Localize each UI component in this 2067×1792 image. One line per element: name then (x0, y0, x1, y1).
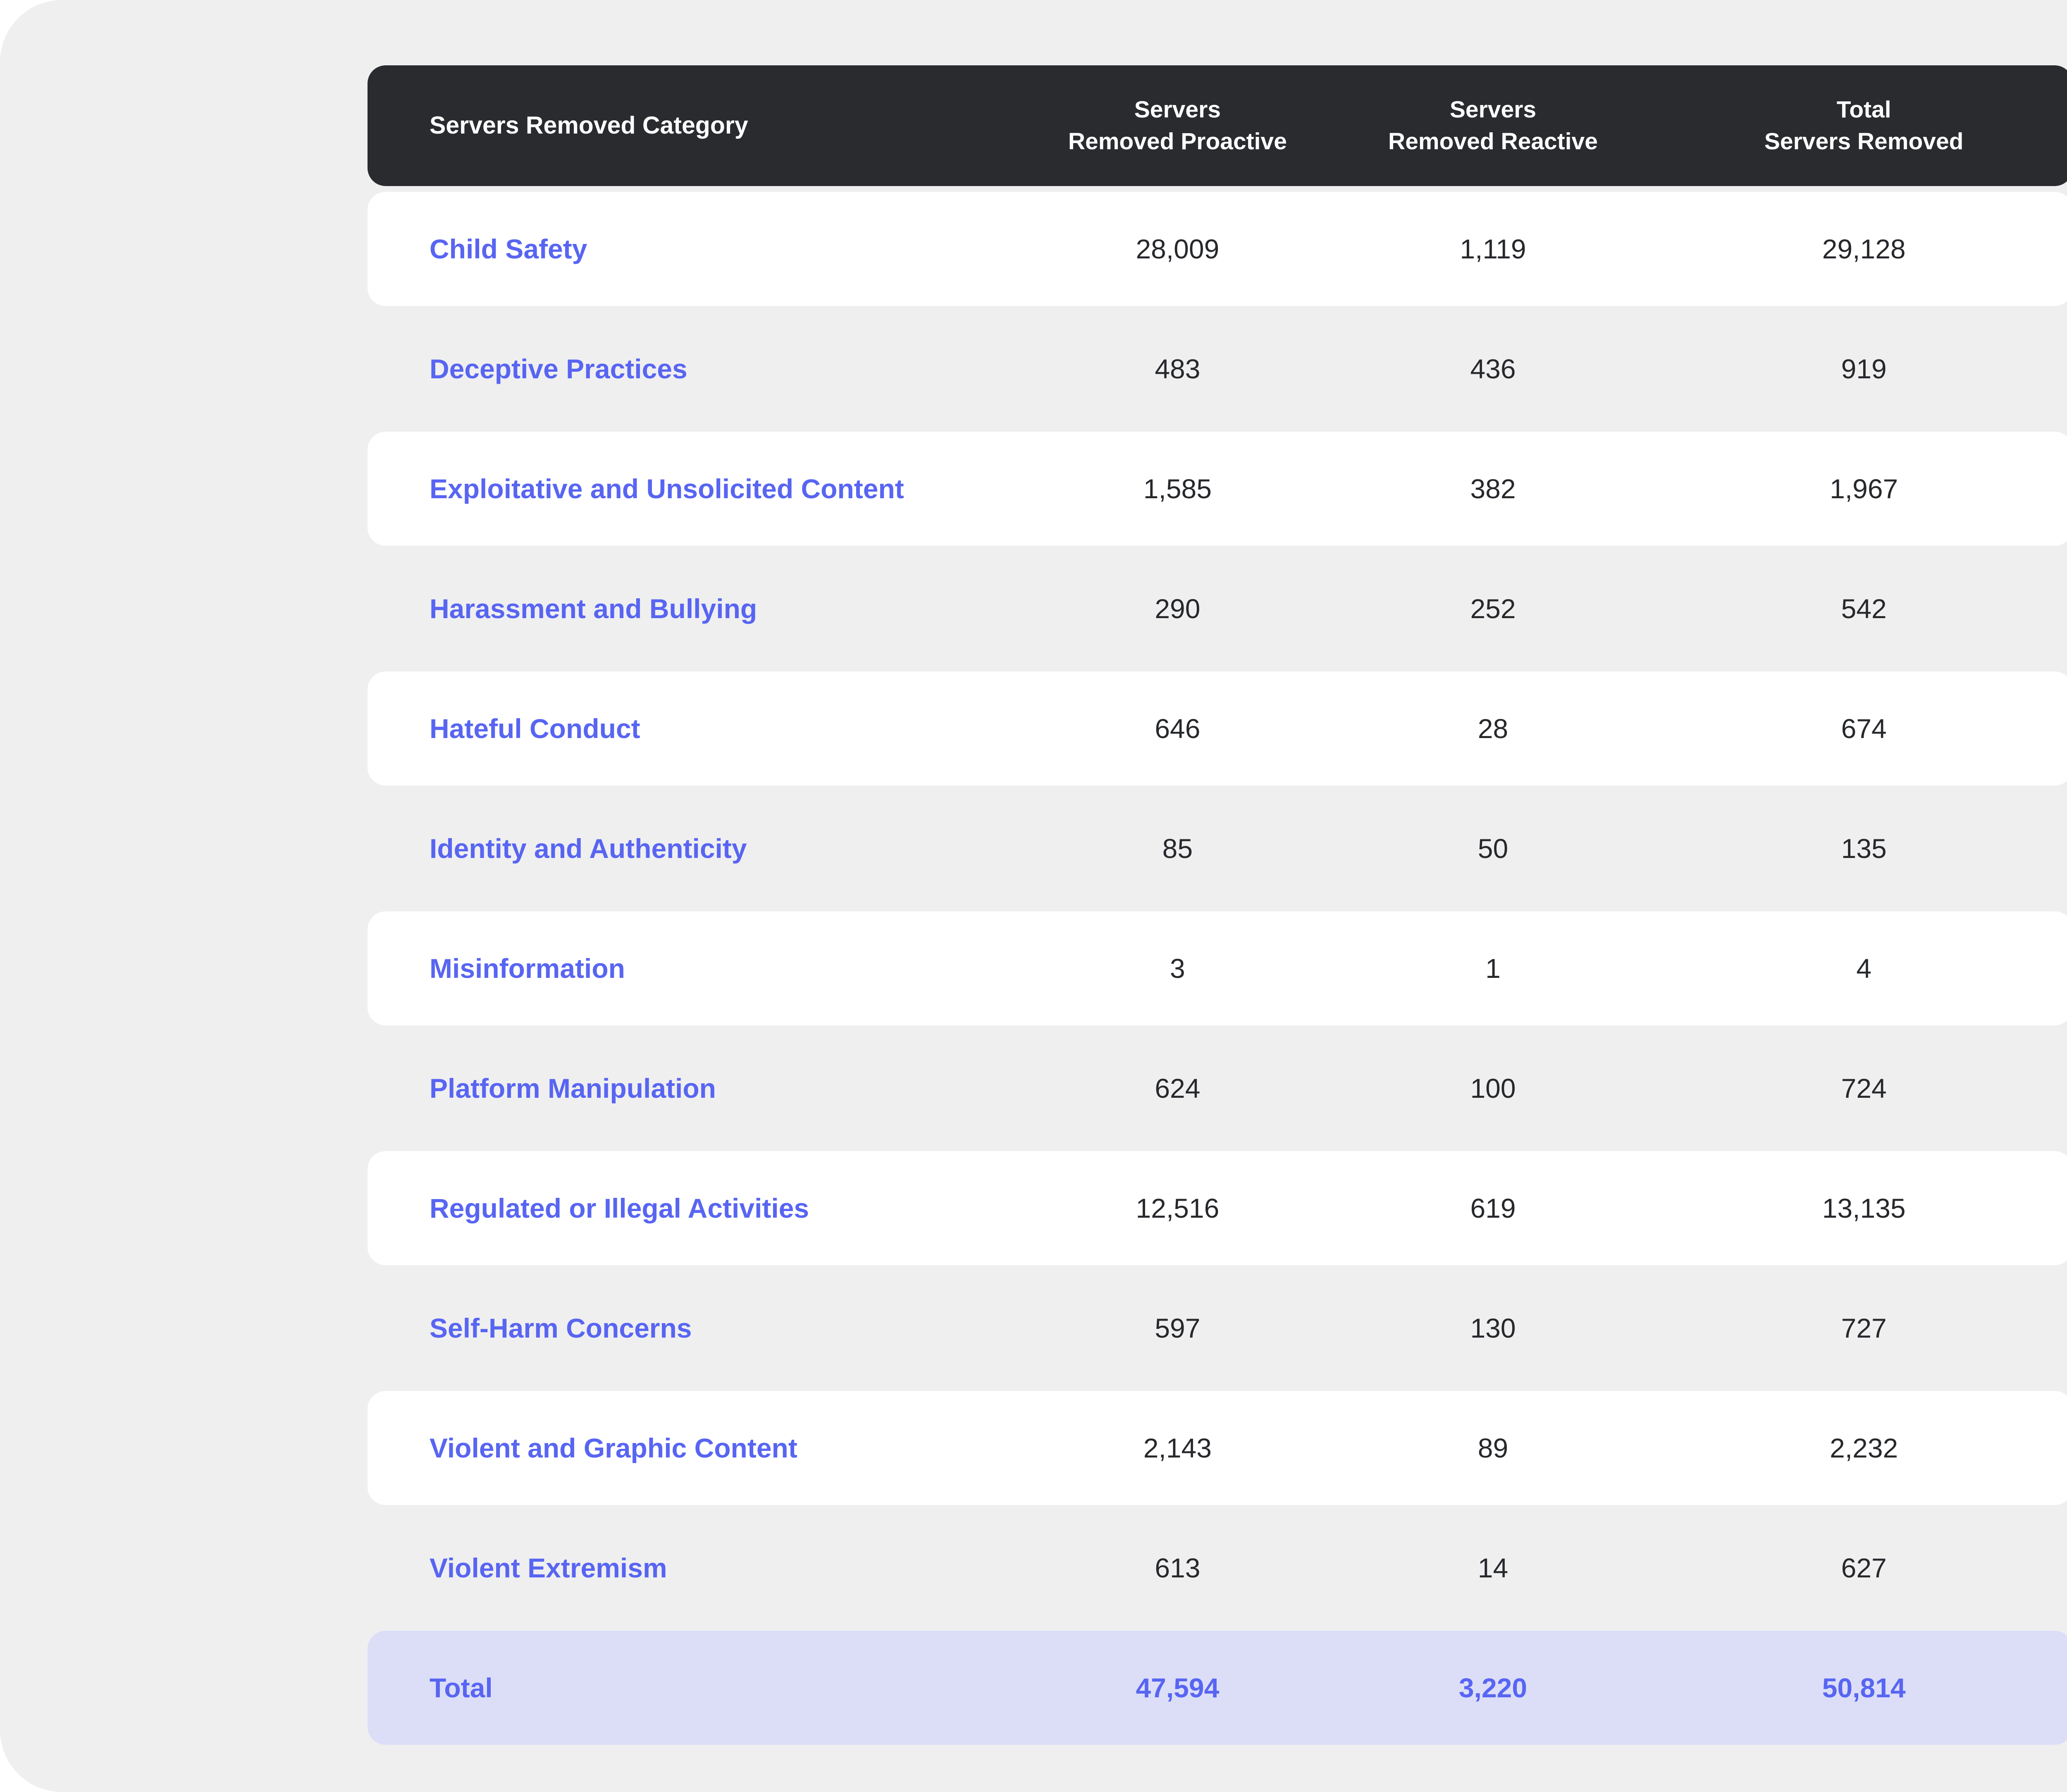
reactive-cell: 382 (1470, 473, 1516, 504)
header-proactive: Servers Removed Proactive (1068, 96, 1287, 155)
table-row: Violent and Graphic Content 2,143 89 2,2… (368, 1391, 2067, 1505)
reactive-cell: 130 (1470, 1313, 1516, 1343)
table-row: Violent Extremism 613 14 627 (368, 1511, 2067, 1625)
reactive-cell: 100 (1470, 1073, 1516, 1104)
category-cell[interactable]: Hateful Conduct (430, 713, 640, 744)
total-cell: 542 (1841, 593, 1887, 624)
reactive-cell: 252 (1470, 593, 1516, 624)
proactive-cell: 624 (1155, 1073, 1201, 1104)
reactive-cell: 89 (1477, 1433, 1508, 1463)
total-cell: 2,232 (1830, 1433, 1898, 1463)
reactive-cell: 50 (1477, 833, 1508, 864)
proactive-cell: 85 (1162, 833, 1193, 864)
total-cell: 135 (1841, 833, 1887, 864)
proactive-cell: 3 (1170, 953, 1185, 984)
category-cell[interactable]: Exploitative and Unsolicited Content (430, 473, 904, 504)
table-row: Hateful Conduct 646 28 674 (368, 671, 2067, 786)
servers-removed-table: Servers Removed Category Servers Removed… (368, 65, 2067, 1745)
category-cell[interactable]: Child Safety (430, 234, 587, 264)
table-row: Misinformation 3 1 4 (368, 911, 2067, 1025)
reactive-cell: 14 (1477, 1553, 1508, 1583)
table-row: Exploitative and Unsolicited Content 1,5… (368, 432, 2067, 546)
proactive-cell: 28,009 (1136, 234, 1220, 264)
total-cell: 724 (1841, 1073, 1887, 1104)
total-cell: 919 (1841, 354, 1887, 384)
total-cell: 13,135 (1822, 1193, 1906, 1223)
total-cell: 627 (1841, 1553, 1887, 1583)
proactive-cell: 12,516 (1136, 1193, 1220, 1223)
total-cell: 29,128 (1822, 234, 1906, 264)
category-cell[interactable]: Violent and Graphic Content (430, 1433, 797, 1463)
total-label: Total (430, 1673, 493, 1703)
category-cell[interactable]: Platform Manipulation (430, 1073, 716, 1104)
header-reactive: Servers Removed Reactive (1388, 96, 1598, 155)
total-cell: 727 (1841, 1313, 1887, 1343)
total-reactive-cell: 3,220 (1458, 1673, 1528, 1703)
table-row: Platform Manipulation 624 100 724 (368, 1031, 2067, 1145)
total-cell: 1,967 (1830, 473, 1898, 504)
reactive-cell: 436 (1470, 354, 1516, 384)
category-cell[interactable]: Self-Harm Concerns (430, 1313, 692, 1343)
category-cell[interactable]: Misinformation (430, 953, 625, 984)
header-category: Servers Removed Category (430, 112, 748, 139)
table-row: Child Safety 28,009 1,119 29,128 (368, 192, 2067, 306)
total-total-cell: 50,814 (1822, 1673, 1906, 1703)
table-total-row: Total 47,594 3,220 50,814 (368, 1631, 2067, 1745)
category-cell[interactable]: Violent Extremism (430, 1553, 667, 1583)
total-cell: 4 (1856, 953, 1872, 984)
table-row: Deceptive Practices 483 436 919 (368, 312, 2067, 426)
proactive-cell: 290 (1155, 593, 1201, 624)
total-cell: 674 (1841, 713, 1887, 744)
category-cell[interactable]: Identity and Authenticity (430, 833, 747, 864)
table-row: Regulated or Illegal Activities 12,516 6… (368, 1151, 2067, 1265)
table-row: Harassment and Bullying 290 252 542 (368, 552, 2067, 666)
category-cell[interactable]: Deceptive Practices (430, 354, 687, 384)
proactive-cell: 646 (1155, 713, 1201, 744)
proactive-cell: 1,585 (1143, 473, 1212, 504)
table-row: Self-Harm Concerns 597 130 727 (368, 1271, 2067, 1385)
reactive-cell: 1 (1485, 953, 1501, 984)
reactive-cell: 28 (1477, 713, 1508, 744)
proactive-cell: 613 (1155, 1553, 1201, 1583)
proactive-cell: 597 (1155, 1313, 1201, 1343)
proactive-cell: 483 (1155, 354, 1201, 384)
reactive-cell: 1,119 (1460, 234, 1526, 264)
table-header-row: Servers Removed Category Servers Removed… (368, 65, 2067, 186)
category-cell[interactable]: Harassment and Bullying (430, 593, 757, 624)
category-cell[interactable]: Regulated or Illegal Activities (430, 1193, 809, 1223)
table-row: Identity and Authenticity 85 50 135 (368, 791, 2067, 906)
reactive-cell: 619 (1470, 1193, 1516, 1223)
proactive-cell: 2,143 (1143, 1433, 1212, 1463)
total-proactive-cell: 47,594 (1136, 1673, 1220, 1703)
header-total: Total Servers Removed (1764, 96, 1964, 155)
